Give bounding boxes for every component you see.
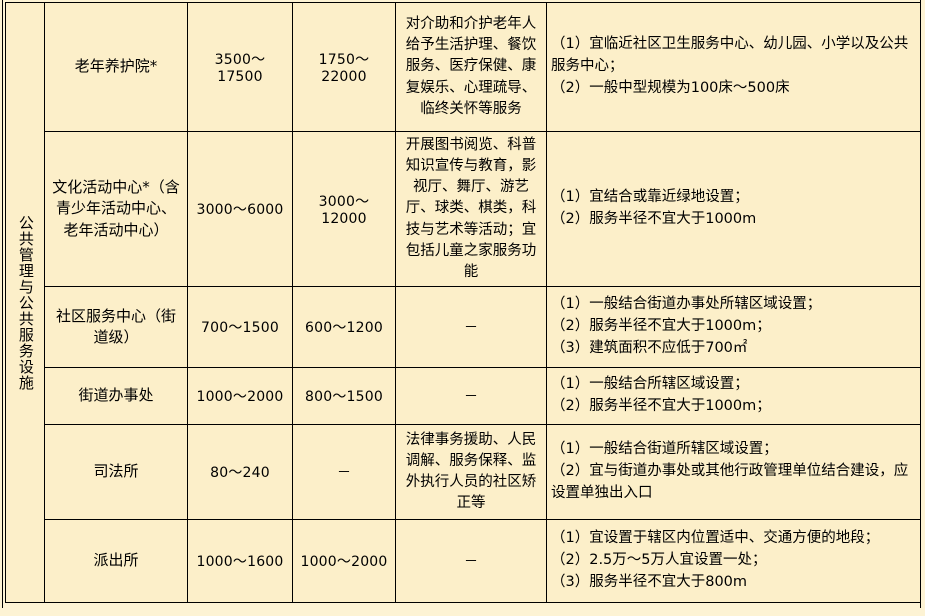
facility-notes: （1）宜设置于辖区内位置适中、交通方便的地段； （2）2.5万～5万人宜设置一处…: [546, 519, 921, 603]
facility-description: 开展图书阅览、科普知识宣传与教育，影视厅、舞厅、游艺厅、球类、棋类，科技与艺术等…: [395, 131, 547, 287]
facility-notes: （1）一般结合街道所辖区域设置； （2）宜与街道办事处或其他行政管理单位结合建设…: [546, 424, 921, 520]
note-line: （3）服务半径不宜大于800m: [551, 573, 748, 590]
category-label: 公共管理与公共服务设施: [16, 214, 35, 391]
facility-notes: （1）宜结合或靠近绿地设置； （2）服务半径不宜大于1000m: [546, 131, 921, 287]
note-line: （1）宜临近社区卫生服务中心、幼儿园、小学以及公共服务中心；: [551, 36, 909, 75]
note-line: （2）服务半径不宜大于1000m: [551, 211, 757, 227]
note-line: （2）宜与街道办事处或其他行政管理单位结合建设，应设置单独出入口: [551, 463, 909, 501]
metric-a-value: 1000～1600: [187, 519, 293, 603]
metric-b-value: －: [292, 424, 396, 520]
note-line: （2）服务半径不宜大于1000m；: [551, 398, 771, 414]
note-line: （3）建筑面积不应低于700㎡: [551, 339, 748, 356]
table-row: 公共管理与公共服务设施 老年养护院* 3500～17500 1750～22000…: [5, 2, 921, 603]
note-line: （1）宜设置于辖区内位置适中、交通方便的地段；: [551, 530, 880, 547]
left-outer-rule: [2, 0, 3, 608]
metric-b-value: 3000～12000: [292, 131, 396, 287]
note-line: （1）宜结合或靠近绿地设置；: [551, 189, 749, 206]
facility-name: 文化活动中心*（含青少年活动中心、老年活动中心）: [44, 131, 188, 287]
note-line: （2）2.5万～5万人宜设置一处；: [551, 552, 767, 569]
facility-name: 社区服务中心（街道级）: [44, 286, 188, 368]
facility-name: 派出所: [44, 519, 188, 603]
facility-notes: （1）一般结合街道办事处所辖区域设置； （2）服务半径不宜大于1000m； （3…: [546, 286, 921, 368]
facility-description: －: [395, 286, 547, 368]
facility-name: 老年养护院*: [44, 2, 188, 132]
metric-b-value: 1000～2000: [292, 519, 396, 603]
facility-notes: （1）一般结合所辖区域设置； （2）服务半径不宜大于1000m；: [546, 367, 921, 425]
metric-a-value: 80～240: [187, 424, 293, 520]
metric-a-value: 3000～6000: [187, 131, 293, 287]
facility-notes: （1）宜临近社区卫生服务中心、幼儿园、小学以及公共服务中心； （2）一般中型规模…: [546, 2, 921, 132]
metric-b-value: 800～1500: [292, 367, 396, 425]
metric-a-value: 700～1500: [187, 286, 293, 368]
note-line: （2）一般中型规模为100床～500床: [551, 79, 790, 96]
note-line: （1）一般结合所辖区域设置；: [551, 376, 749, 393]
note-line: （1）一般结合街道所辖区域设置；: [551, 441, 778, 458]
table-row: 街道办事处 1000～2000 800～1500 － （1）一般结合所辖区域设置…: [6, 367, 921, 425]
note-line: （1）一般结合街道办事处所辖区域设置；: [551, 296, 822, 313]
metric-a-value: 3500～17500: [187, 2, 293, 132]
table-row: 社区服务中心（街道级） 700～1500 600～1200 － （1）一般结合街…: [6, 286, 921, 368]
metric-b-value: 600～1200: [292, 286, 396, 368]
category-cell: 公共管理与公共服务设施: [5, 2, 45, 603]
metric-a-value: 1000～2000: [187, 367, 293, 425]
facility-name: 司法所: [44, 424, 188, 520]
note-line: （2）服务半径不宜大于1000m；: [551, 318, 771, 335]
metric-b-value: 1750～22000: [292, 2, 396, 132]
facility-specification-table: 公共管理与公共服务设施 老年养护院* 3500～17500 1750～22000…: [5, 2, 921, 603]
facility-description: －: [395, 367, 547, 425]
facility-description: 法律事务援助、人民调解、服务保释、监外执行人员的社区矫正等: [395, 424, 547, 520]
table-row: 派出所 1000～1600 1000～2000 － （1）宜设置于辖区内位置适中…: [6, 519, 921, 603]
table-row: 文化活动中心*（含青少年活动中心、老年活动中心） 3000～6000 3000～…: [6, 131, 921, 287]
facility-name: 街道办事处: [44, 367, 188, 425]
facility-description: －: [395, 519, 547, 603]
table-row: 司法所 80～240 － 法律事务援助、人民调解、服务保释、监外执行人员的社区矫…: [6, 424, 921, 520]
facility-description: 对介助和介护老年人给予生活护理、餐饮服务、医疗保健、康复娱乐、心理疏导、临终关怀…: [395, 2, 547, 132]
